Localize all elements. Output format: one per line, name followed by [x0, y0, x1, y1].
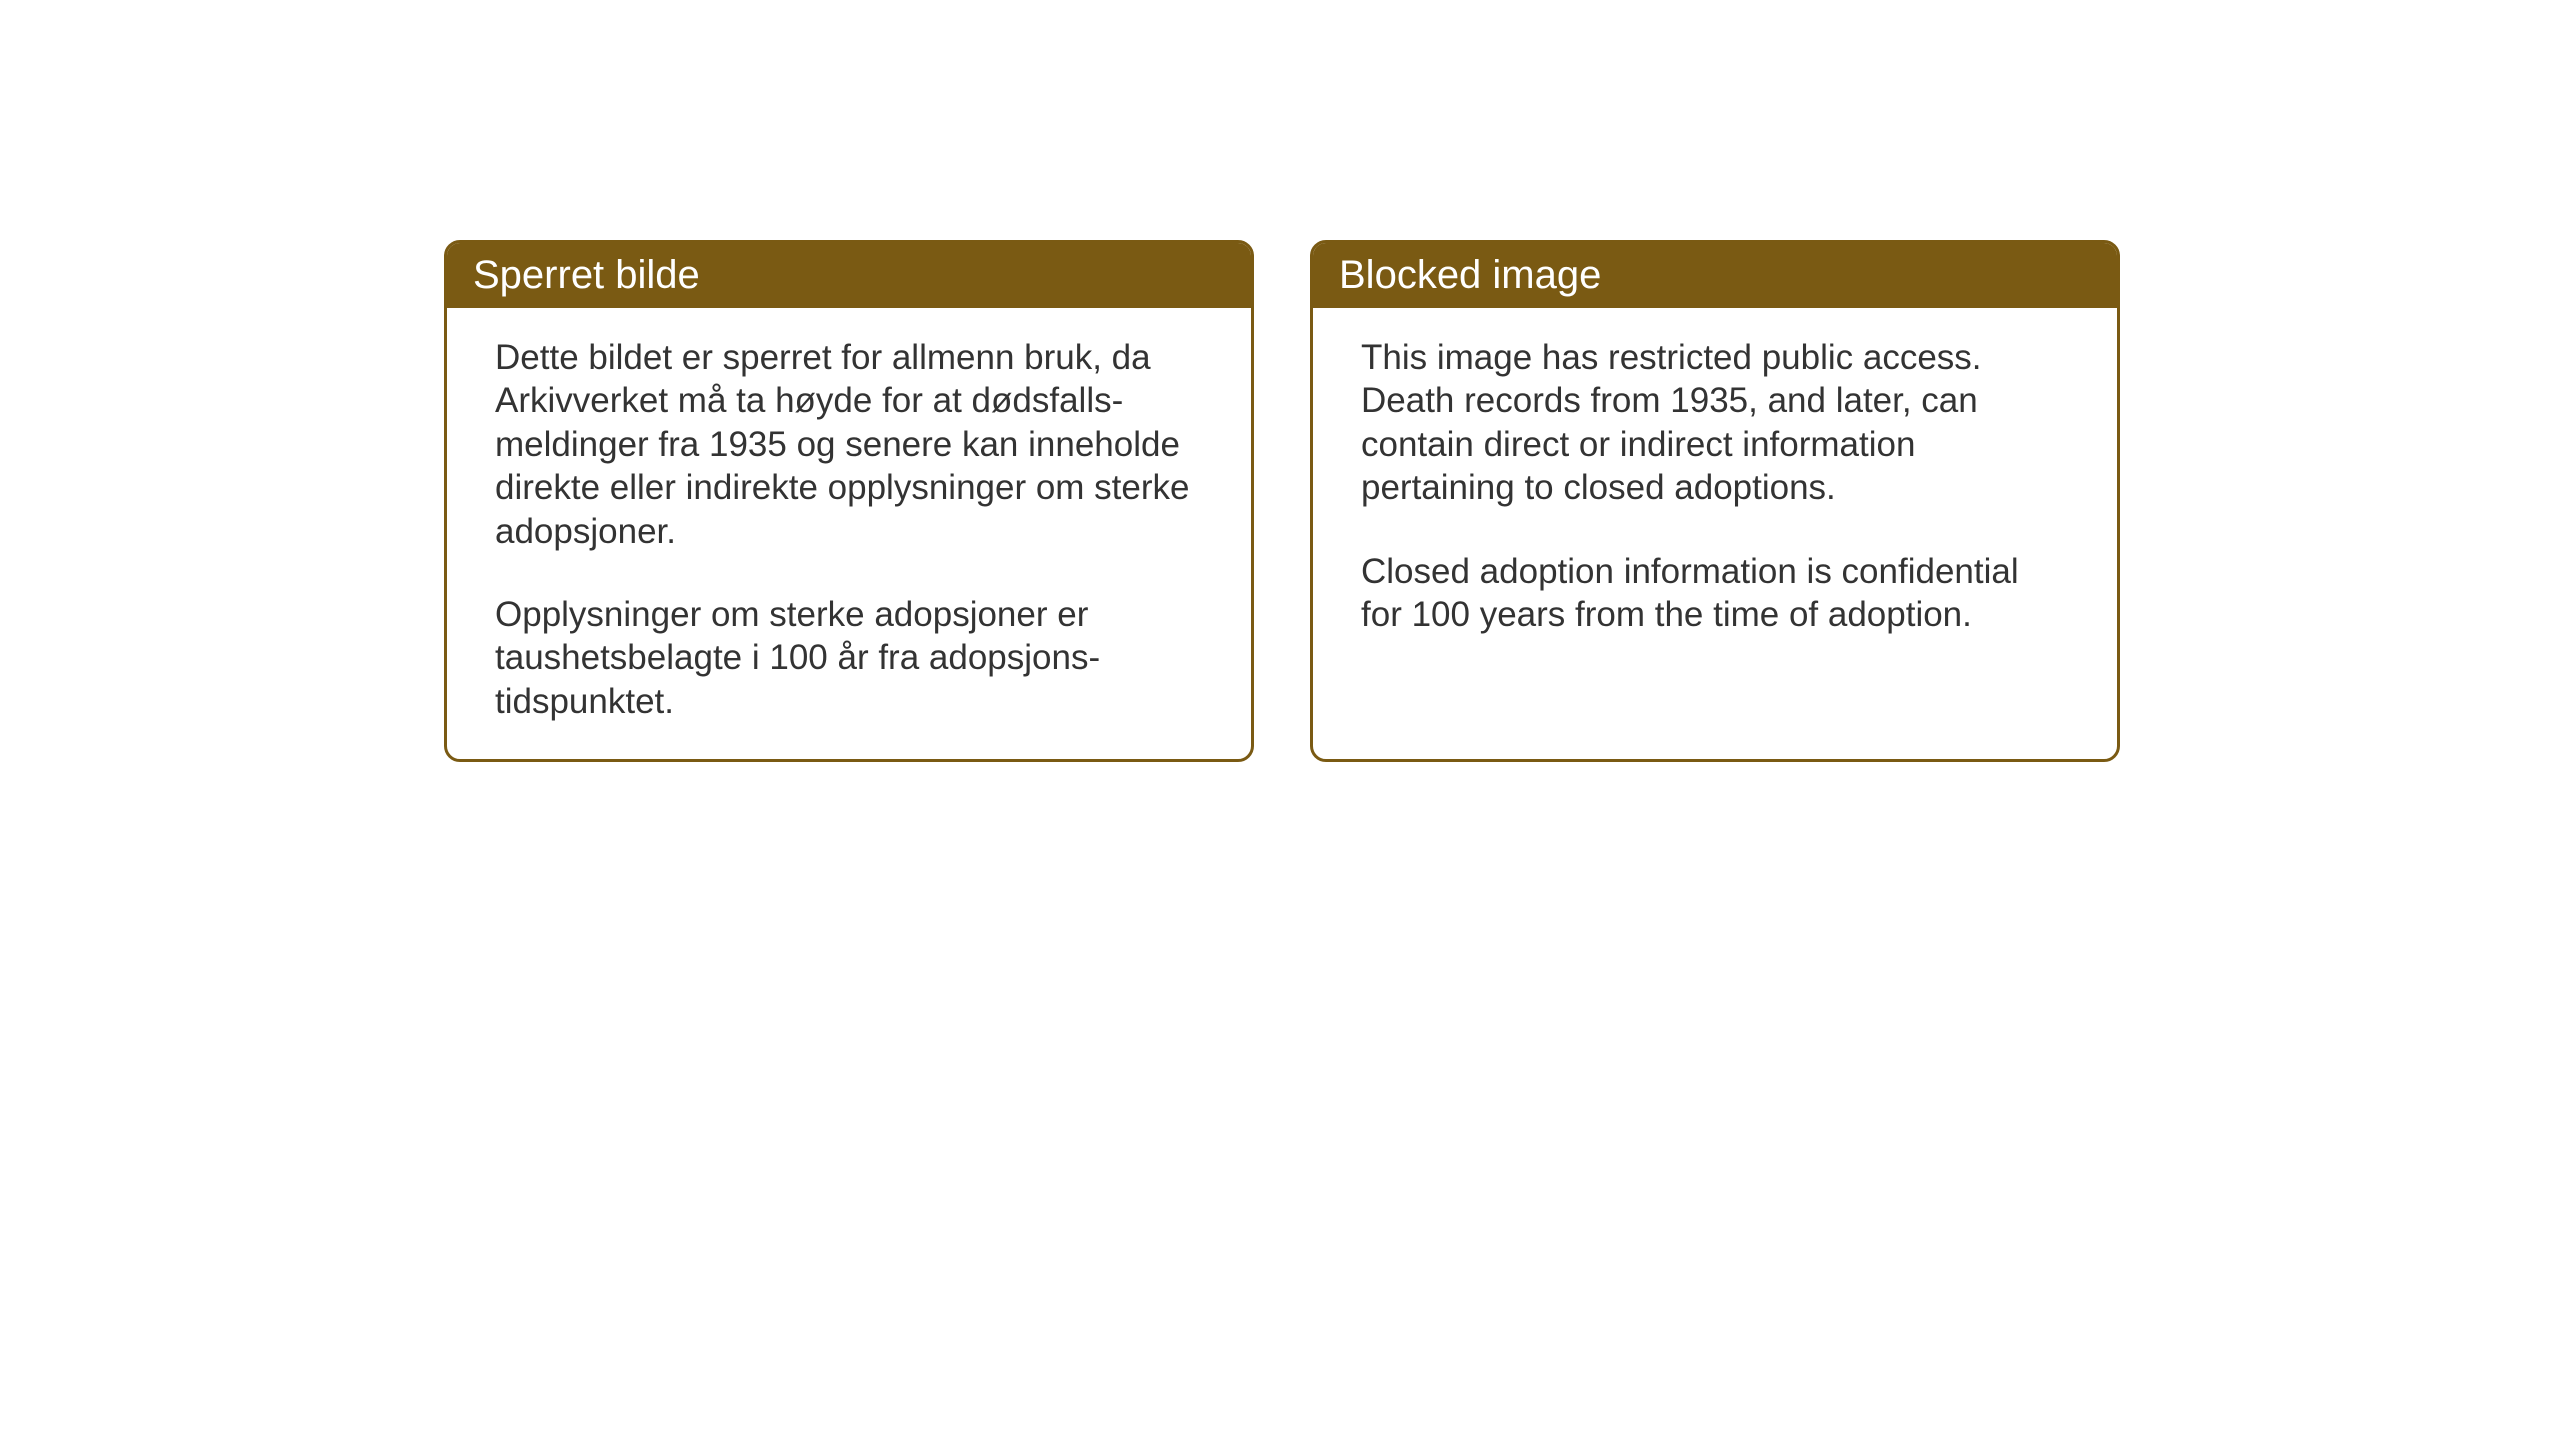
norwegian-notice-card: Sperret bilde Dette bildet er sperret fo…: [444, 240, 1254, 762]
english-paragraph-2: Closed adoption information is confident…: [1361, 550, 2069, 637]
english-paragraph-1: This image has restricted public access.…: [1361, 336, 2069, 510]
english-card-title: Blocked image: [1313, 243, 2117, 308]
norwegian-paragraph-1: Dette bildet er sperret for allmenn bruk…: [495, 336, 1203, 553]
english-card-body: This image has restricted public access.…: [1313, 308, 2117, 672]
norwegian-paragraph-2: Opplysninger om sterke adopsjoner er tau…: [495, 593, 1203, 723]
english-notice-card: Blocked image This image has restricted …: [1310, 240, 2120, 762]
notice-container: Sperret bilde Dette bildet er sperret fo…: [444, 240, 2120, 762]
norwegian-card-body: Dette bildet er sperret for allmenn bruk…: [447, 308, 1251, 759]
norwegian-card-title: Sperret bilde: [447, 243, 1251, 308]
